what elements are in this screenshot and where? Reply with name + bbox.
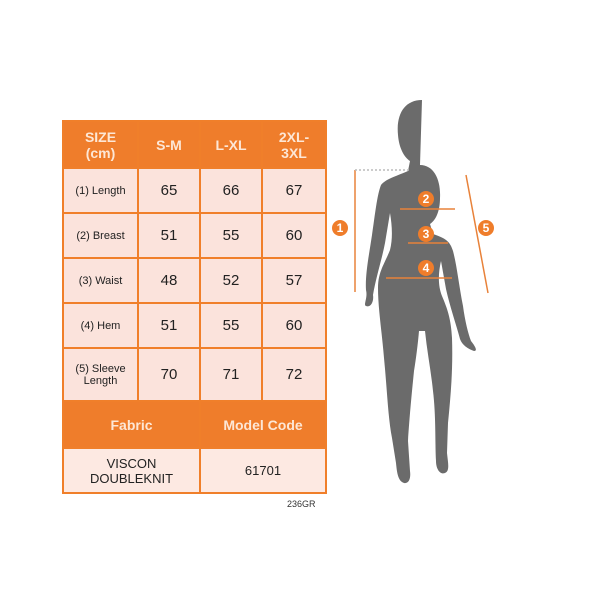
table-row: (5) Sleeve Length 70 71 72 — [62, 347, 327, 402]
marker-number: 1 — [337, 221, 344, 235]
row-label: (3) Waist — [62, 257, 139, 304]
header-2xl-3xl: 2XL- 3XL — [261, 120, 327, 169]
row-value: 67 — [261, 167, 327, 214]
marker-circle — [418, 226, 434, 242]
table-row: (3) Waist 48 52 57 — [62, 257, 327, 304]
size-chart-table: SIZE (cm) S-M L-XL 2XL- 3XL (1) Length 65… — [62, 120, 327, 494]
row-value: 55 — [199, 212, 263, 259]
table-row: (2) Breast 51 55 60 — [62, 212, 327, 259]
marker-number: 5 — [483, 221, 490, 235]
product-code: 236GR — [287, 499, 316, 509]
header-l-xl: L-XL — [199, 120, 263, 169]
row-value: 66 — [199, 167, 263, 214]
model-code-header: Model Code — [199, 400, 327, 449]
measure-lines — [354, 169, 489, 294]
header-size: SIZE (cm) — [62, 120, 139, 169]
table-row: (4) Hem 51 55 60 — [62, 302, 327, 349]
marker-number: 4 — [423, 261, 430, 275]
marker-circle — [418, 260, 434, 276]
row-value: 70 — [137, 347, 201, 402]
row-label: (4) Hem — [62, 302, 139, 349]
fabric-header: Fabric — [62, 400, 201, 449]
row-value: 51 — [137, 302, 201, 349]
row-value: 55 — [199, 302, 263, 349]
row-value: 51 — [137, 212, 201, 259]
row-value: 52 — [199, 257, 263, 304]
marker-circle — [332, 220, 348, 236]
marker-number: 2 — [423, 192, 430, 206]
row-value: 57 — [261, 257, 327, 304]
row-value: 48 — [137, 257, 201, 304]
marker-circle — [418, 191, 434, 207]
row-label: (5) Sleeve Length — [62, 347, 139, 402]
body-silhouette: 1 2 3 4 5 — [332, 100, 494, 484]
model-code-value: 61701 — [199, 447, 327, 494]
header-s-m: S-M — [137, 120, 201, 169]
silhouette-figure — [365, 100, 476, 484]
row-value: 72 — [261, 347, 327, 402]
row-value: 60 — [261, 302, 327, 349]
row-value: 65 — [137, 167, 201, 214]
marker-circle — [478, 220, 494, 236]
row-value: 60 — [261, 212, 327, 259]
row-label: (2) Breast — [62, 212, 139, 259]
fabric-value: VISCON DOUBLEKNIT — [62, 447, 201, 494]
row-label: (1) Length — [62, 167, 139, 214]
marker-number: 3 — [423, 227, 430, 241]
table-row: (1) Length 65 66 67 — [62, 167, 327, 214]
row-value: 71 — [199, 347, 263, 402]
